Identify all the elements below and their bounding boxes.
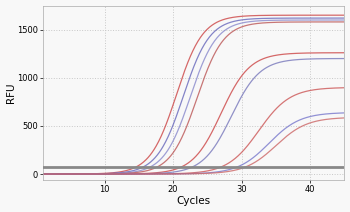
Y-axis label: RFU: RFU — [6, 82, 15, 103]
X-axis label: Cycles: Cycles — [176, 197, 211, 206]
